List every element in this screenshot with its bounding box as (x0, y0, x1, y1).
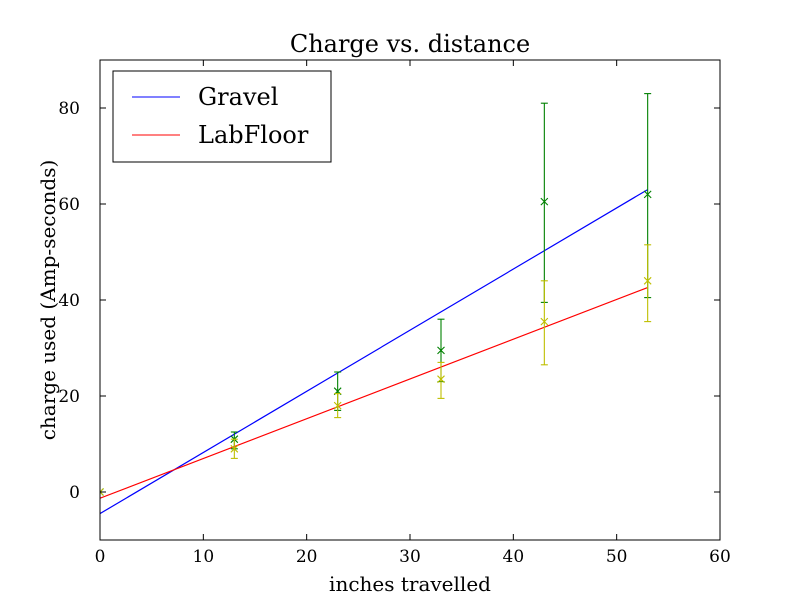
x-tick-label: 50 (606, 547, 628, 567)
errorbar-point (230, 438, 239, 459)
errorbar-point (100, 488, 104, 496)
y-axis-label: charge used (Amp-seconds) (36, 160, 60, 441)
x-tick-label: 40 (503, 547, 525, 567)
x-tick-label: 0 (95, 547, 106, 567)
data-point-marker (230, 444, 239, 453)
chart-title: Charge vs. distance (290, 30, 530, 58)
errorbar-point (333, 393, 342, 419)
y-tick-label: 40 (58, 291, 80, 311)
x-tick-label: 10 (193, 547, 215, 567)
data-point-marker (333, 401, 342, 410)
fit-line-labfloor (100, 286, 648, 499)
data-point-marker (643, 276, 652, 285)
errorbar-point (643, 244, 652, 323)
legend-label-labfloor: LabFloor (198, 121, 309, 149)
x-axis-label: inches travelled (329, 572, 491, 596)
errorbar-point (540, 280, 549, 366)
data-point-marker (643, 190, 652, 199)
data-point-marker (437, 346, 445, 355)
legend: Gravel LabFloor (112, 70, 332, 163)
x-tick-label: 30 (399, 547, 421, 567)
legend-box (112, 70, 332, 163)
x-tick-label: 20 (296, 547, 318, 567)
errorbar-point (540, 102, 549, 303)
y-tick-label: 80 (58, 99, 80, 119)
axis-ticks: 0 10 20 30 40 50 60 0 20 40 60 80 (58, 60, 731, 567)
x-tick-label: 60 (709, 547, 731, 567)
data-point-marker (540, 317, 549, 326)
plot-area (100, 93, 652, 515)
y-tick-label: 0 (69, 483, 80, 503)
fit-line-gravel (100, 189, 648, 515)
errorbar-point (437, 361, 445, 399)
data-point-marker (540, 197, 549, 206)
data-point-marker (437, 375, 445, 384)
y-tick-label: 60 (58, 195, 80, 215)
y-tick-label: 20 (58, 387, 80, 407)
legend-label-gravel: Gravel (198, 83, 278, 111)
data-point-marker (100, 488, 104, 496)
